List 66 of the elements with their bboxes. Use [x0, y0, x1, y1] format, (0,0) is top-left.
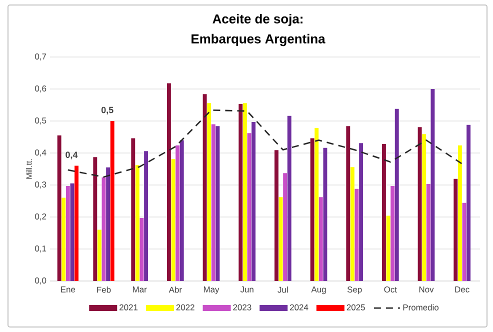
bar: [166, 83, 171, 281]
bar: [418, 127, 422, 281]
y-tick-label: 0,1: [35, 246, 46, 252]
bar: [180, 140, 184, 281]
chart-subtitle: Embarques Argentina: [192, 34, 326, 46]
bar: [207, 103, 212, 281]
data-label: 0,4: [66, 152, 78, 160]
x-tick-label: Feb: [97, 286, 111, 293]
y-tick-label: 0,4: [35, 150, 46, 156]
y-tick-label: 0,6: [35, 86, 46, 92]
legend-label: 2024: [290, 304, 308, 310]
x-tick-label: Jun: [240, 286, 254, 292]
bar: [422, 134, 426, 281]
bar: [350, 167, 354, 281]
data-label: 0,5: [101, 106, 114, 114]
bar: [310, 138, 314, 281]
bar: [283, 173, 288, 281]
x-tick-label: Aug: [311, 286, 326, 294]
x-tick-label: Nov: [419, 286, 434, 292]
y-tick-label: 0,3: [35, 182, 46, 188]
bar: [323, 148, 328, 281]
bar: [74, 166, 78, 281]
x-tick-label: Mar: [132, 286, 147, 292]
bar: [176, 145, 180, 281]
bar: [386, 216, 390, 281]
bar: [110, 121, 114, 281]
bar: [359, 143, 364, 281]
legend-label: 2022: [176, 304, 194, 310]
bar: [390, 186, 395, 281]
bar: [238, 104, 243, 281]
bar: [394, 108, 399, 281]
bar: [314, 128, 319, 281]
legend-label: Promedio: [403, 304, 439, 310]
bar: [430, 89, 435, 281]
bar: [454, 178, 458, 281]
bar: [287, 116, 292, 281]
bar: [426, 184, 430, 281]
bar: [252, 122, 256, 281]
bar: [144, 151, 148, 281]
bar: [211, 124, 216, 281]
bar: [135, 165, 140, 281]
bar: [274, 150, 278, 281]
y-tick-label: 0,0: [35, 278, 46, 284]
chart-title: Aceite de soja:: [212, 14, 302, 26]
x-tick-label: Dec: [455, 286, 470, 292]
legend-label: 2023: [233, 304, 252, 310]
bar: [216, 126, 220, 281]
bar: [346, 126, 350, 281]
bar: [131, 138, 136, 281]
bar: [318, 197, 323, 281]
x-tick-label: Abr: [168, 286, 182, 293]
y-tick-label: 0,2: [35, 214, 46, 220]
x-tick-label: Ene: [61, 286, 76, 292]
bar: [202, 94, 207, 281]
bar: [466, 124, 471, 281]
y-tick-label: 0,5: [35, 118, 46, 124]
bar: [382, 144, 386, 281]
x-tick-label: Sep: [347, 286, 362, 294]
legend-label: 2025: [346, 304, 365, 310]
x-tick-label: Jul: [278, 286, 288, 293]
x-tick-label: Oct: [384, 286, 397, 293]
bar: [242, 103, 247, 281]
x-tick-label: May: [204, 286, 220, 294]
y-tick-label: 0,7: [35, 54, 46, 60]
bar: [458, 145, 462, 281]
legend-label: 2021: [120, 304, 138, 310]
